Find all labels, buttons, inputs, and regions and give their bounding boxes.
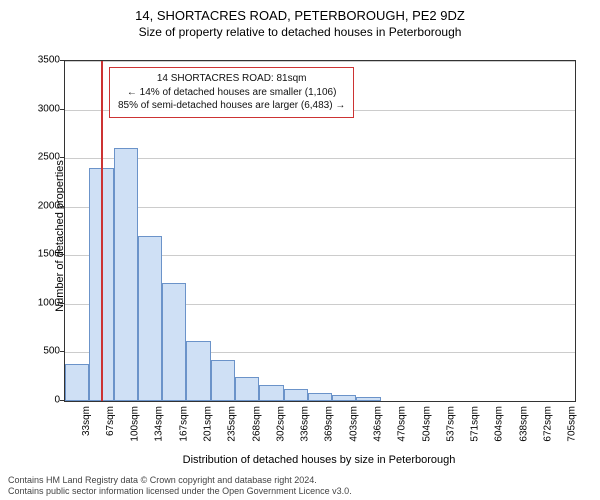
- x-tick-label: 134sqm: [154, 406, 165, 442]
- x-tick-label: 235sqm: [227, 406, 238, 442]
- chart-container: 14, SHORTACRES ROAD, PETERBOROUGH, PE2 9…: [0, 0, 600, 500]
- histogram-bar: [356, 397, 380, 401]
- y-tick-mark: [60, 60, 64, 61]
- footer-line1: Contains HM Land Registry data © Crown c…: [8, 475, 352, 487]
- x-tick-label: 403sqm: [348, 406, 359, 442]
- y-tick-label: 3000: [20, 103, 60, 114]
- y-tick-mark: [60, 400, 64, 401]
- y-tick-mark: [60, 157, 64, 158]
- y-tick-label: 3500: [20, 55, 60, 66]
- histogram-bar: [284, 389, 308, 401]
- y-tick-label: 2000: [20, 200, 60, 211]
- x-tick-label: 100sqm: [130, 406, 141, 442]
- y-tick-label: 2500: [20, 152, 60, 163]
- chart-title: 14, SHORTACRES ROAD, PETERBOROUGH, PE2 9…: [0, 0, 600, 25]
- y-tick-mark: [60, 254, 64, 255]
- x-tick-label: 504sqm: [421, 406, 432, 442]
- x-tick-label: 537sqm: [445, 406, 456, 442]
- x-tick-label: 604sqm: [494, 406, 505, 442]
- y-tick-label: 500: [20, 346, 60, 357]
- y-tick-label: 0: [20, 395, 60, 406]
- x-tick-label: 33sqm: [81, 406, 92, 436]
- plot-area: 14 SHORTACRES ROAD: 81sqm← 14% of detach…: [64, 60, 576, 402]
- x-tick-label: 67sqm: [105, 406, 116, 436]
- chart-subtitle: Size of property relative to detached ho…: [0, 25, 600, 43]
- y-tick-label: 1500: [20, 249, 60, 260]
- gridline: [65, 61, 575, 62]
- x-tick-label: 672sqm: [543, 406, 554, 442]
- footer-attribution: Contains HM Land Registry data © Crown c…: [8, 475, 352, 498]
- property-marker-line: [101, 61, 103, 401]
- histogram-bar: [235, 377, 259, 401]
- x-tick-label: 167sqm: [178, 406, 189, 442]
- y-tick-mark: [60, 206, 64, 207]
- y-tick-mark: [60, 351, 64, 352]
- x-tick-label: 571sqm: [470, 406, 481, 442]
- x-axis-label: Distribution of detached houses by size …: [64, 454, 574, 466]
- x-tick-label: 369sqm: [324, 406, 335, 442]
- info-line: 14 SHORTACRES ROAD: 81sqm: [118, 72, 345, 86]
- footer-line2: Contains public sector information licen…: [8, 486, 352, 498]
- info-line: ← 14% of detached houses are smaller (1,…: [118, 86, 345, 100]
- histogram-bar: [65, 364, 89, 401]
- x-tick-label: 336sqm: [300, 406, 311, 442]
- histogram-bar: [211, 360, 235, 401]
- histogram-bar: [138, 236, 162, 401]
- y-tick-mark: [60, 109, 64, 110]
- histogram-bar: [162, 283, 186, 402]
- y-tick-label: 1000: [20, 297, 60, 308]
- x-tick-label: 302sqm: [275, 406, 286, 442]
- x-tick-label: 268sqm: [251, 406, 262, 442]
- info-line: 85% of semi-detached houses are larger (…: [118, 99, 345, 113]
- histogram-bar: [332, 395, 356, 401]
- histogram-bar: [308, 393, 332, 401]
- x-tick-label: 638sqm: [518, 406, 529, 442]
- histogram-bar: [114, 148, 138, 401]
- gridline: [65, 158, 575, 159]
- histogram-bar: [259, 385, 283, 401]
- x-tick-label: 436sqm: [373, 406, 384, 442]
- x-tick-label: 470sqm: [397, 406, 408, 442]
- property-info-box: 14 SHORTACRES ROAD: 81sqm← 14% of detach…: [109, 67, 354, 118]
- gridline: [65, 207, 575, 208]
- histogram-bar: [186, 341, 210, 401]
- x-tick-label: 705sqm: [567, 406, 578, 442]
- x-tick-label: 201sqm: [203, 406, 214, 442]
- y-tick-mark: [60, 303, 64, 304]
